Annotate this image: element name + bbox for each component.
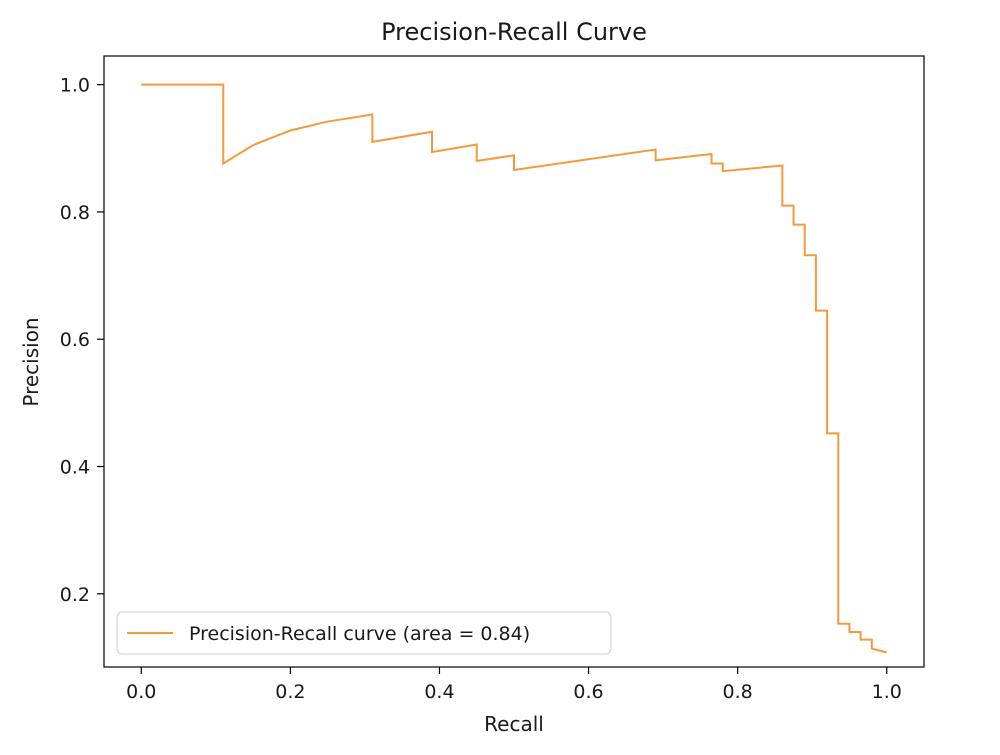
x-axis-label: Recall <box>484 712 544 736</box>
y-tick-label: 0.2 <box>60 584 90 606</box>
x-tick-label: 0.4 <box>424 681 454 703</box>
x-tick-label: 0.8 <box>723 681 753 703</box>
legend-box <box>116 611 612 655</box>
legend-label: Precision-Recall curve (area = 0.84) <box>189 623 530 645</box>
x-tick-label: 0.6 <box>573 681 603 703</box>
x-tick-label: 0.2 <box>275 681 305 703</box>
y-tick-label: 0.6 <box>60 329 90 351</box>
x-axis-ticks: 0.0 0.2 0.4 0.6 0.8 1.0 <box>126 667 902 703</box>
y-tick-label: 0.4 <box>60 457 90 479</box>
y-axis-label: Precision <box>19 317 43 406</box>
plot-frame <box>103 55 925 668</box>
y-tick-label: 1.0 <box>60 75 90 97</box>
x-tick-label: 1.0 <box>872 681 902 703</box>
chart-title: Precision-Recall Curve <box>381 18 647 46</box>
y-axis-ticks: 0.2 0.4 0.6 0.8 1.0 <box>60 75 104 606</box>
x-tick-label: 0.0 <box>126 681 156 703</box>
y-tick-label: 0.8 <box>60 202 90 224</box>
series-line <box>141 83 887 654</box>
legend: Precision-Recall curve (area = 0.84) <box>116 611 612 655</box>
plot-area <box>104 56 924 667</box>
